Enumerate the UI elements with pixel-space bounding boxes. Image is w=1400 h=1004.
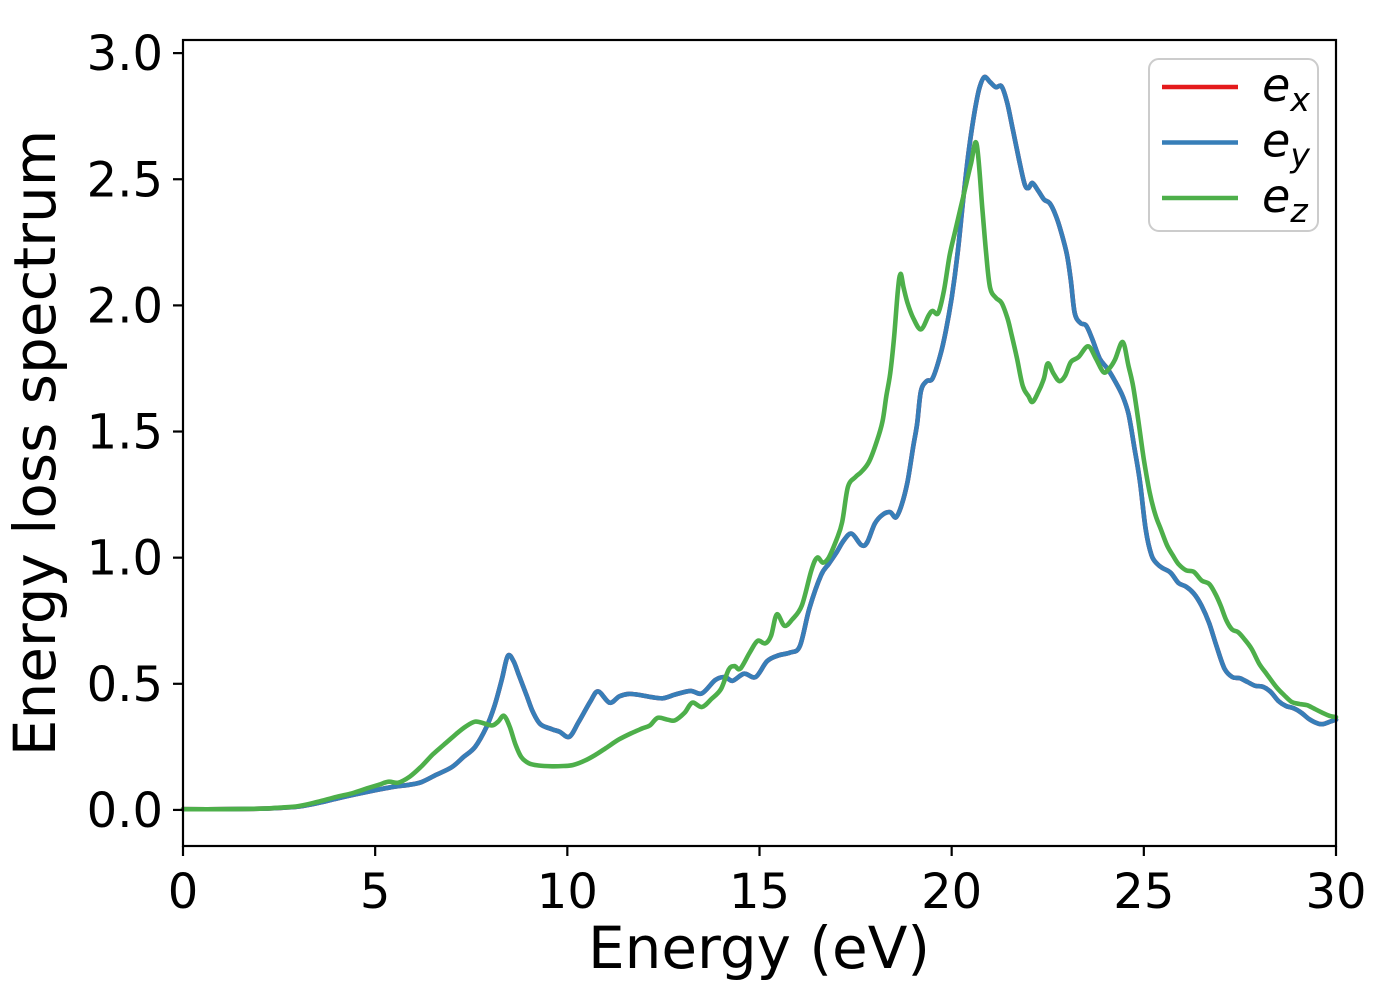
x-tick-label: 25: [1113, 864, 1174, 920]
x-axis: 0 5 10 15 20 25 30: [168, 846, 1367, 920]
y-tick-label: 2.0: [87, 278, 163, 334]
series-curve-e_z: [180, 139, 1339, 812]
y-tick-label: 0.0: [87, 783, 163, 839]
series-layer: [180, 74, 1339, 812]
y-tick-label: 0.5: [87, 657, 163, 713]
x-axis-title: Energy (eV): [588, 914, 930, 982]
series-curve-e_y: [180, 74, 1339, 812]
y-tick-label: 3.0: [87, 26, 163, 82]
x-tick-label: 30: [1305, 864, 1366, 920]
x-tick-label: 20: [921, 864, 982, 920]
y-axis-title: Energy loss spectrum: [1, 130, 69, 756]
x-tick-label: 15: [729, 864, 790, 920]
y-tick-label: 1.5: [87, 405, 163, 461]
y-axis: 0.0 0.5 1.0 1.5 2.0 2.5 3.0: [87, 26, 183, 839]
plot-area: [183, 40, 1336, 846]
y-tick-label: 1.0: [87, 531, 163, 587]
y-tick-label: 2.5: [87, 152, 163, 208]
legend-label-ez: ez: [1262, 169, 1308, 230]
x-tick-label: 10: [537, 864, 598, 920]
x-tick-label: 5: [360, 864, 391, 920]
x-tick-label: 0: [168, 864, 199, 920]
legend-frame: [1148, 58, 1319, 232]
legend-label-ex: ex: [1262, 58, 1310, 119]
legend-label-ey: ey: [1262, 114, 1310, 175]
